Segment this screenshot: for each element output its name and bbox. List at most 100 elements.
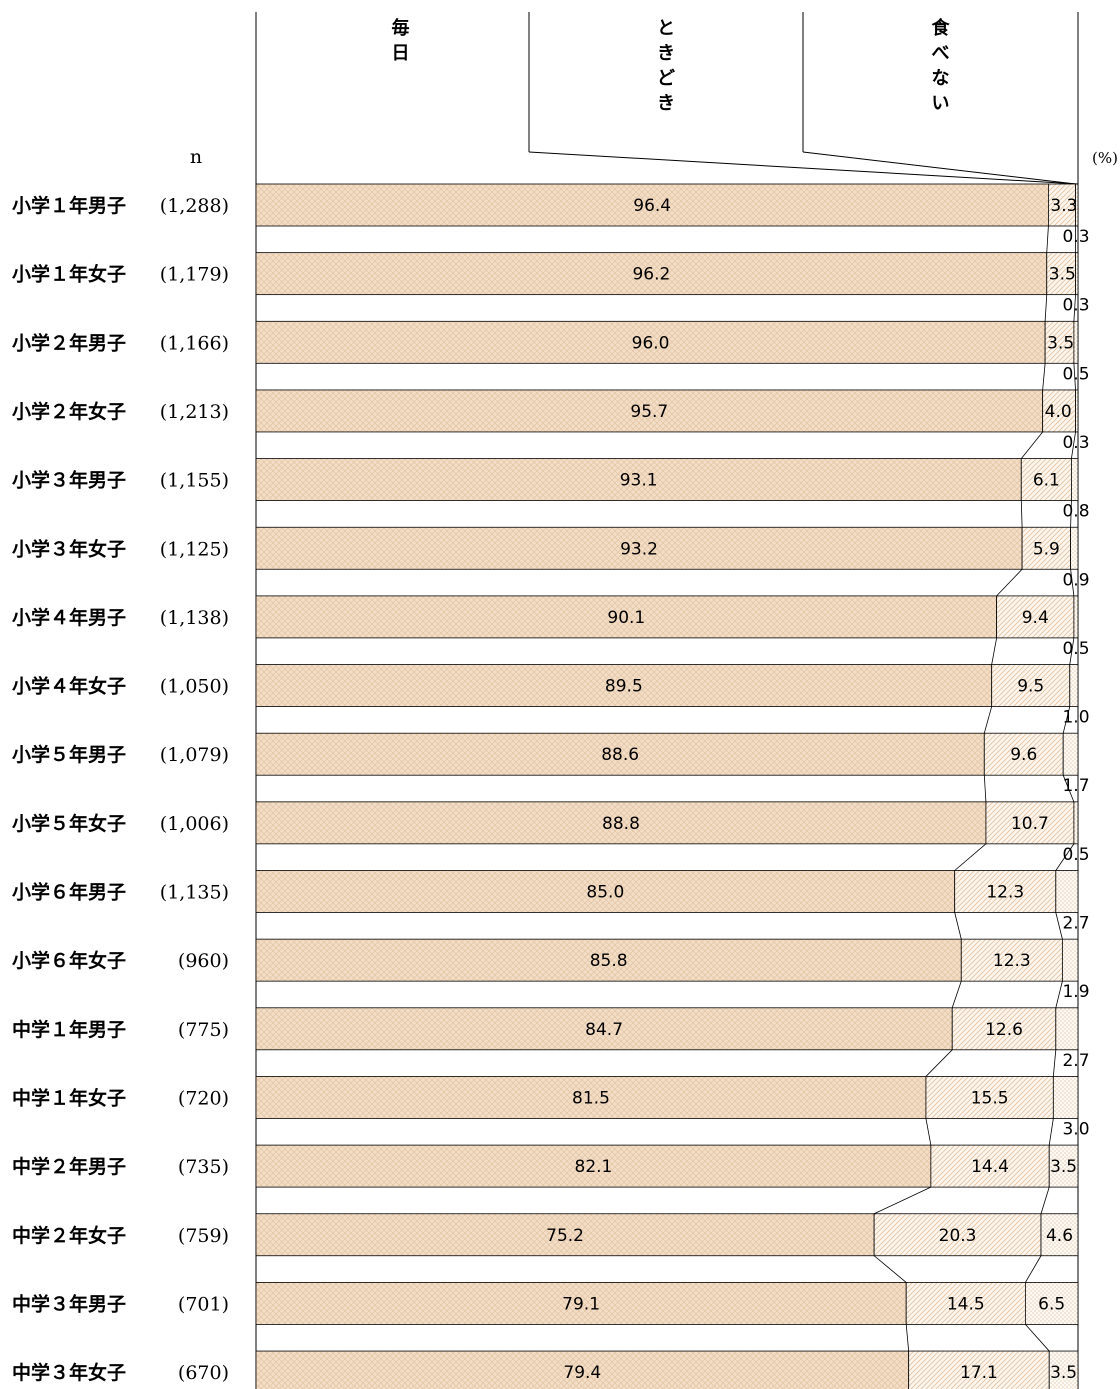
legend-label-2: き <box>657 93 675 114</box>
connector-line <box>1055 981 1063 1008</box>
bars: 96.4 3.3 0.3 96.2 3.5 0.3 96.0 3.5 0.5 95.7 4.0 0.3… <box>255 183 1090 1389</box>
bar-segment-1 <box>255 1213 875 1257</box>
legend-label-2: き <box>657 43 675 64</box>
connector-line <box>925 1049 953 1077</box>
category-label: 小学２年女子 <box>12 400 126 423</box>
connector-line <box>1073 363 1076 390</box>
bar-segment-1 <box>255 389 1044 433</box>
bar-segment-3 <box>1024 1282 1079 1325</box>
bar-segment-1 <box>255 1282 907 1325</box>
category-labels: 小学１年男子 (1,288) 小学１年女子 (1,179) 小学２年男子 (1,166) 小… <box>12 194 229 1384</box>
connector-line <box>1070 569 1075 596</box>
category-n: (1,050) <box>160 676 229 698</box>
connector-line <box>991 637 998 665</box>
bar-segment-3 <box>1061 938 1079 982</box>
unit-label: (%) <box>1092 149 1118 167</box>
bar-segment-3 <box>1069 664 1079 707</box>
bar-segment-3 <box>1073 595 1079 639</box>
connector-line <box>983 775 987 802</box>
bar-segment-2 <box>983 732 1064 776</box>
bar-segment-2 <box>1020 458 1072 502</box>
connector-line <box>1020 431 1043 459</box>
data-label-series-3: 1.0 <box>1062 708 1089 728</box>
connector-line <box>1055 843 1075 871</box>
bar-segment-3 <box>1048 1144 1079 1188</box>
connector-line <box>873 1255 907 1283</box>
bar-segment-3 <box>1052 1076 1079 1119</box>
category-label: 小学１年男子 <box>12 194 126 217</box>
category-label: 小学３年女子 <box>12 537 126 560</box>
bar-segment-2 <box>951 1007 1057 1051</box>
bar-segment-2 <box>954 870 1057 913</box>
category-n: (1,138) <box>160 607 229 629</box>
data-label-series-3: 0.5 <box>1062 364 1089 384</box>
bar-segment-1 <box>255 732 985 776</box>
category-label: 小学５年女子 <box>12 812 126 835</box>
data-label-series-3: 0.5 <box>1062 639 1089 659</box>
bar-segment-3 <box>1075 252 1079 296</box>
bar-segment-2 <box>985 801 1075 845</box>
category-label: 小学１年女子 <box>12 263 126 286</box>
data-label-series-3: 4.6 <box>1046 1226 1073 1246</box>
category-n: (1,166) <box>160 332 229 354</box>
data-label-series-2: 3.3 <box>1050 196 1077 216</box>
category-label: 中学１年女子 <box>12 1086 126 1109</box>
category-label: 中学３年女子 <box>12 1361 126 1384</box>
category-n: (1,179) <box>160 264 229 286</box>
legend-label-1: 毎 <box>392 17 410 39</box>
data-label-series-3: 1.9 <box>1062 982 1089 1002</box>
bar-segment-3 <box>1055 870 1079 913</box>
connector-line <box>951 981 962 1008</box>
bar-segment-2 <box>1021 526 1072 570</box>
category-n: (735) <box>178 1156 229 1178</box>
bar-segment-2 <box>1044 320 1075 364</box>
connector-line <box>1052 1049 1057 1077</box>
data-label-series-1: 79.4 <box>563 1363 601 1383</box>
connector-line <box>996 568 1023 597</box>
data-label-series-3: 0.9 <box>1062 570 1089 590</box>
bar-segment-1 <box>255 1350 910 1389</box>
bar-segment-2 <box>873 1213 1042 1257</box>
bar-segment-1 <box>255 183 1049 227</box>
bar-segment-1 <box>255 526 1023 570</box>
bar-segment-1 <box>255 1007 953 1051</box>
data-label-series-3: 0.3 <box>1062 433 1089 453</box>
data-label-series-2: 10.7 <box>1011 814 1049 834</box>
bar-segment-1 <box>255 938 962 982</box>
data-label-series-2: 20.3 <box>939 1226 977 1246</box>
bar-segment-3 <box>1075 183 1079 227</box>
data-label-series-2: 14.5 <box>947 1294 985 1314</box>
category-n: (775) <box>178 1019 229 1041</box>
connector-line <box>954 843 987 871</box>
data-label-series-3: 0.5 <box>1062 845 1089 865</box>
bar-segment-1 <box>255 1144 932 1188</box>
data-label-series-2: 9.4 <box>1022 608 1049 628</box>
bar-segment-2 <box>905 1282 1026 1325</box>
category-n: (1,006) <box>160 813 229 835</box>
data-label-series-2: 4.0 <box>1045 402 1072 422</box>
data-label-series-3: 0.8 <box>1062 502 1089 522</box>
bar-segment-3 <box>1048 1350 1079 1389</box>
data-label-series-3: 1.7 <box>1062 776 1089 796</box>
data-label-series-1: 93.2 <box>620 539 658 559</box>
category-n: (1,079) <box>160 744 229 766</box>
category-label: 中学１年男子 <box>12 1018 126 1041</box>
category-label: 中学２年女子 <box>12 1224 126 1247</box>
n-header: n <box>190 146 202 168</box>
connector-line <box>1025 1324 1050 1352</box>
bar-segment-1 <box>255 458 1022 502</box>
bar-segment-3 <box>1070 526 1079 570</box>
bar-segment-3 <box>1073 320 1079 364</box>
connector-line <box>1062 775 1075 802</box>
bar-segment-2 <box>925 1076 1054 1119</box>
connector-line <box>1062 706 1071 734</box>
data-label-series-1: 81.5 <box>572 1088 610 1108</box>
data-label-series-1: 85.0 <box>586 883 624 903</box>
legend-label-2: ど <box>657 68 675 89</box>
category-label: 小学５年男子 <box>12 743 126 766</box>
bar-segment-3 <box>1040 1213 1079 1257</box>
data-label-series-2: 9.6 <box>1010 745 1037 765</box>
category-label: 小学６年女子 <box>12 949 126 972</box>
data-label-series-2: 3.5 <box>1049 265 1076 285</box>
